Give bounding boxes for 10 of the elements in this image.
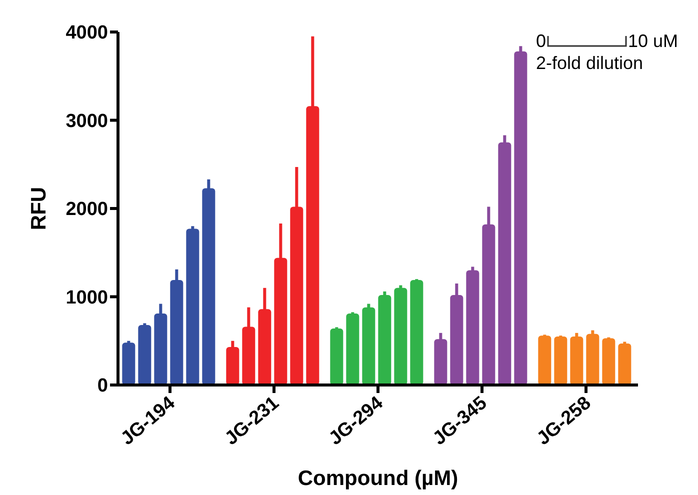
- y-tick-label: 2000: [66, 199, 108, 220]
- annotation: 0: [536, 30, 546, 52]
- annotation: 2-fold dilution: [536, 52, 644, 74]
- annotation: 10 uM: [628, 30, 678, 52]
- y-tick-label: 1000: [66, 287, 108, 308]
- x-axis-title: Compound (µM): [298, 467, 458, 490]
- y-axis-title: RFU: [27, 186, 50, 230]
- y-tick-label: 0: [97, 376, 108, 397]
- y-tick-label: 4000: [66, 22, 108, 44]
- y-tick-label: 3000: [66, 110, 108, 132]
